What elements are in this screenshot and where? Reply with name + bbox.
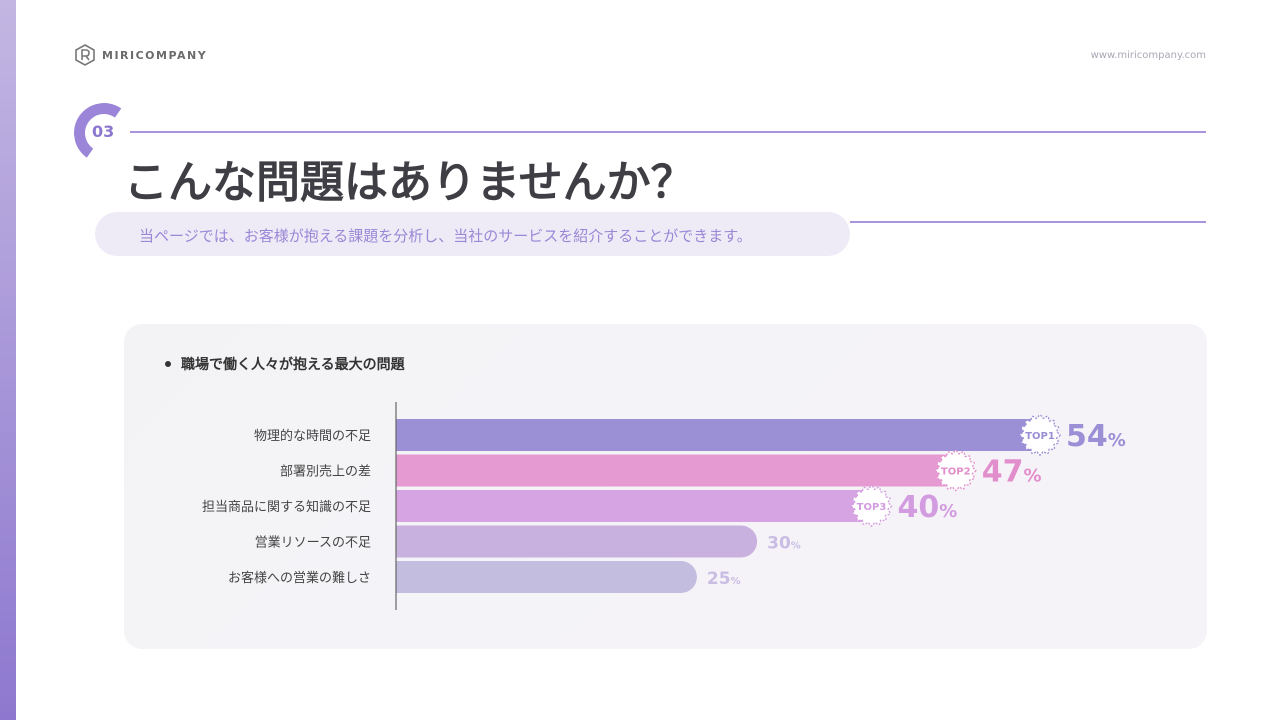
bar-2 (396, 454, 962, 487)
bullet-icon (165, 361, 171, 367)
category-label-4: 営業リソースの不足 (255, 535, 371, 551)
bar-4 (396, 525, 758, 558)
category-label-3: 担当商品に関する知識の不足 (202, 499, 371, 515)
title-rule-bottom (850, 221, 1206, 223)
section-number: 03 (92, 122, 115, 141)
category-label-2: 部署別売上の差 (280, 464, 371, 480)
value-label-1: 54% (1066, 419, 1126, 454)
bar-5 (396, 561, 697, 593)
bar-3 (396, 490, 878, 522)
badge-3-icon (850, 485, 893, 527)
value-label-4: 30% (767, 534, 801, 554)
left-accent-bar (0, 0, 16, 720)
category-label-1: 物理的な時間の不足 (254, 428, 371, 444)
title-rule-top (130, 131, 1206, 133)
value-label-3: 40% (897, 490, 957, 525)
page-title: こんな問題はありませんか？ (124, 157, 695, 208)
brand: MIRICOMPANY (74, 44, 207, 66)
subtitle-pill (95, 212, 850, 256)
chart-title: 職場で働く人々が抱える最大の問題 (181, 357, 405, 373)
badge-1-icon (1019, 414, 1061, 456)
chart-heading: 職場で働く人々が抱える最大の問題 (165, 354, 405, 374)
category-label-5: お客様への営業の難しさ (228, 570, 371, 586)
page-subtitle: 当ページでは、お客様が抱える課題を分析し、当社のサービスを紹介することができます… (139, 227, 752, 245)
badge-2-icon (934, 449, 977, 492)
badge-label-3: TOP3 (857, 502, 887, 513)
r-logo-icon (75, 44, 95, 66)
brand-name: MIRICOMPANY (102, 48, 208, 62)
value-label-2: 47% (982, 455, 1042, 490)
badge-label-2: TOP2 (941, 467, 971, 478)
site-url: www.miricompany.com (1090, 50, 1206, 61)
badge-label-1: TOP1 (1025, 431, 1055, 442)
bar-1 (396, 419, 1046, 451)
value-label-5: 25% (707, 569, 741, 589)
